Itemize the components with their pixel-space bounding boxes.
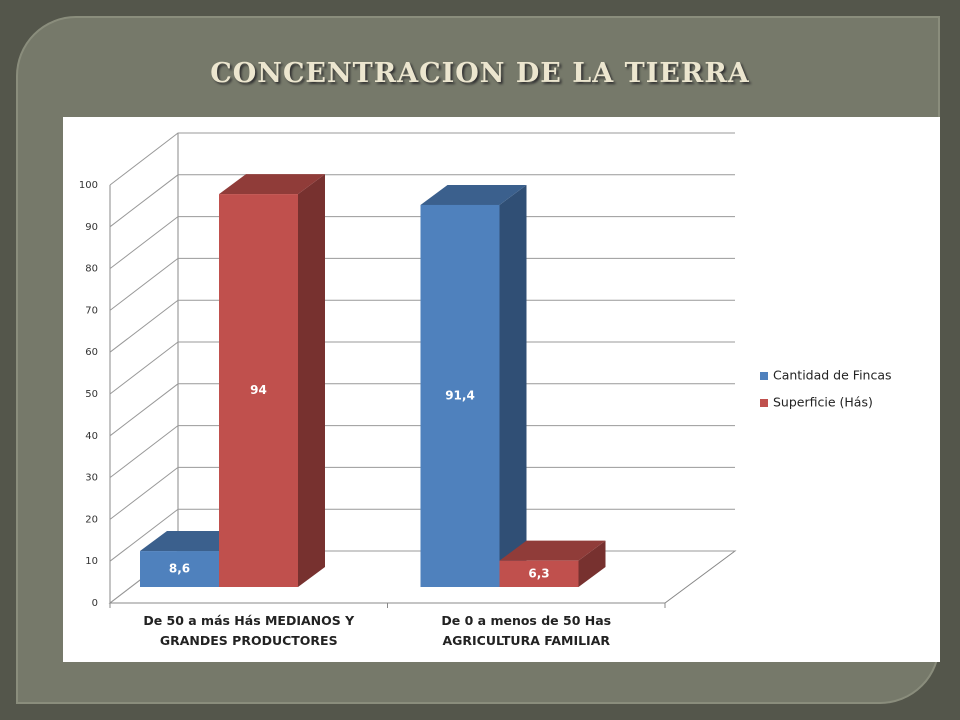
bar-top [420,184,527,205]
grid-line [109,299,735,353]
y-tick-label: 30 [85,473,98,484]
y-tick-label: 90 [85,222,98,233]
y-tick-label: 80 [85,264,98,275]
bar-top [219,174,325,195]
bar [499,560,579,587]
value-label: 6,3 [528,566,549,580]
x-tick-label: De 50 a más Hás MEDIANOS Y GRANDES PRODU… [143,613,355,648]
y-tick-label: 0 [92,598,98,609]
chart: 0 10 20 30 40 50 60 70 80 90 100 8,6 94 91,4 6,3 Cantid… [79,132,892,609]
legend-label: Superficie (Hás) [773,395,873,410]
x-axis [109,602,666,608]
legend-swatch [760,399,768,407]
y-tick-label: 10 [85,556,98,567]
bar-side [578,540,606,587]
y-tick-label: 70 [85,305,98,316]
bar-side [298,174,325,587]
bar-top [499,540,606,561]
x-tick-label: De 0 a menos de 50 Has AGRICULTURA FAMIL… [441,613,612,648]
grid-line [109,466,735,520]
grid-line [109,174,735,228]
grid-line [109,508,735,562]
chart-area: 0 10 20 30 40 50 60 70 80 90 100 8,6 94 91,4 6,3 Cantid… [63,117,940,662]
slide-title: CONCENTRACION DE LA TIERRA [210,58,750,89]
y-tick-label: 50 [85,389,98,400]
y-tick-label: 100 [79,180,98,191]
bar [219,194,298,587]
bar-side [499,184,527,587]
bar [420,204,500,587]
value-label: 91,4 [445,388,475,402]
y-tick-label: 20 [85,514,98,525]
grid-line [109,132,735,186]
grid-line [109,425,735,478]
grid-line [109,216,735,269]
bar [140,551,219,587]
grid-line [109,257,735,311]
y-tick-label: 60 [85,347,98,358]
value-label: 8,6 [169,562,190,576]
grid-line [109,341,735,395]
grid-line [109,383,735,437]
legend-label: Cantidad de Fincas [773,368,892,383]
legend-swatch [760,372,768,380]
value-label: 94 [250,383,267,397]
y-tick-label: 40 [85,431,98,442]
